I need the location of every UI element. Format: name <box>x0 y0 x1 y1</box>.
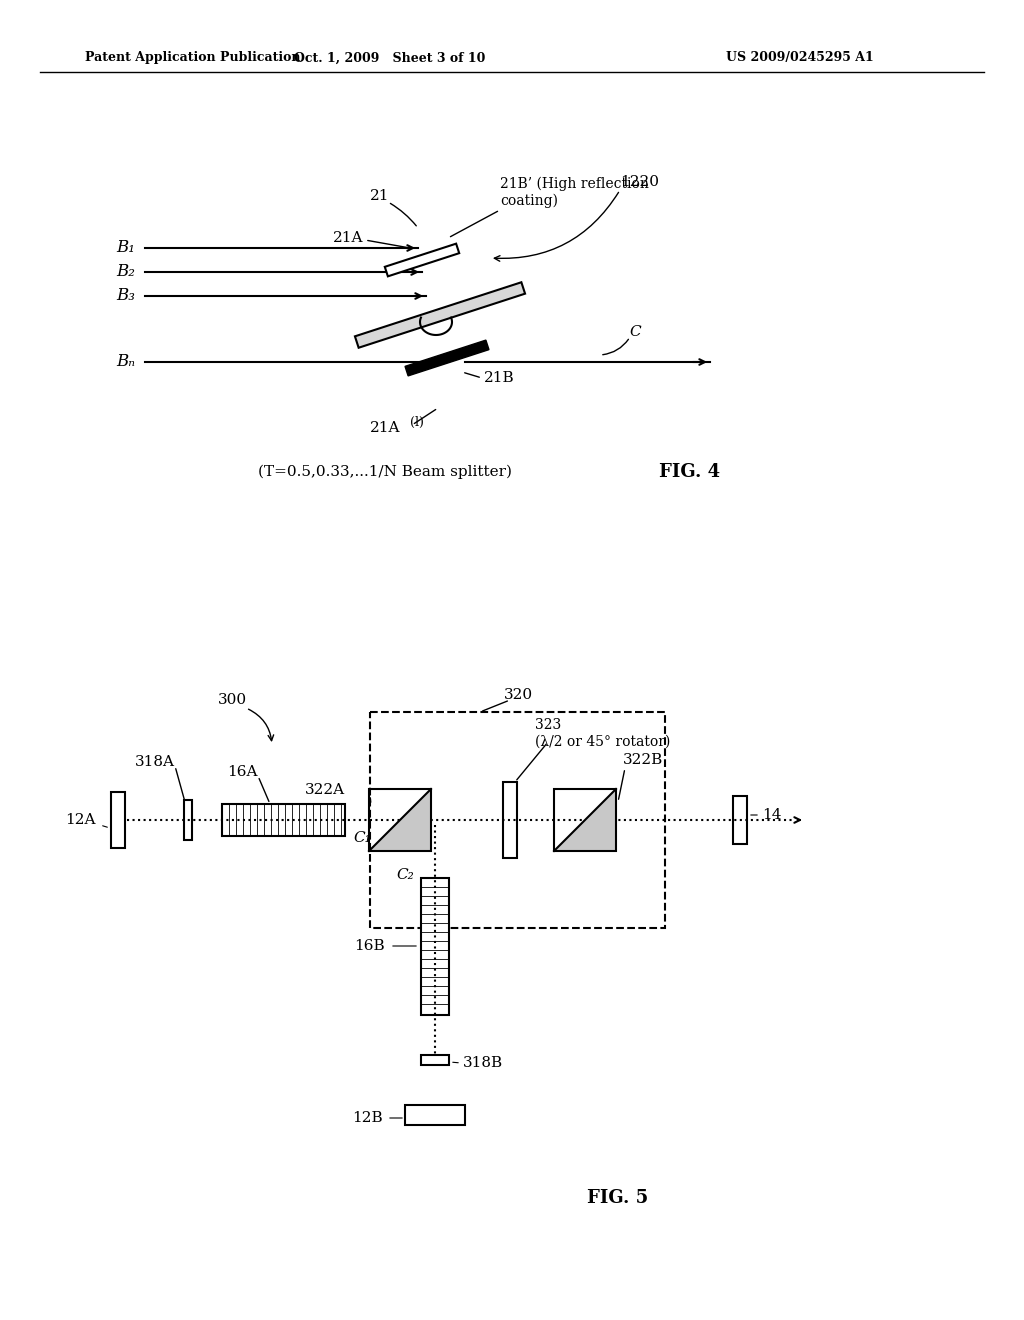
Text: 318B: 318B <box>463 1056 503 1071</box>
Bar <box>421 1055 449 1065</box>
Text: 12B: 12B <box>352 1111 383 1125</box>
Text: B₂: B₂ <box>116 264 135 281</box>
Bar <box>370 711 665 928</box>
Text: 21B: 21B <box>484 371 515 385</box>
Text: 14: 14 <box>762 808 781 822</box>
Text: 318A: 318A <box>135 755 175 770</box>
Text: US 2009/0245295 A1: US 2009/0245295 A1 <box>726 51 873 65</box>
Polygon shape <box>406 341 489 376</box>
Bar <box>369 789 431 851</box>
Text: 323
(λ/2 or 45° rotator): 323 (λ/2 or 45° rotator) <box>535 718 671 748</box>
Bar <box>421 878 449 1015</box>
Text: 1220: 1220 <box>621 176 659 189</box>
Bar <box>184 800 193 840</box>
Text: (T=0.5,0.33,...1/N Beam splitter): (T=0.5,0.33,...1/N Beam splitter) <box>258 465 512 479</box>
Text: 21A: 21A <box>370 421 400 436</box>
Text: Bₙ: Bₙ <box>116 354 135 371</box>
Text: (l): (l) <box>410 416 424 429</box>
Polygon shape <box>554 789 616 851</box>
Text: 320: 320 <box>504 688 532 702</box>
Text: 300: 300 <box>217 693 247 708</box>
Text: FIG. 5: FIG. 5 <box>588 1189 648 1206</box>
Text: Patent Application Publication: Patent Application Publication <box>85 51 300 65</box>
Text: C₁: C₁ <box>353 832 371 845</box>
Text: 16A: 16A <box>227 766 258 779</box>
Text: Oct. 1, 2009   Sheet 3 of 10: Oct. 1, 2009 Sheet 3 of 10 <box>294 51 485 65</box>
Text: 21B’ (High reflection
coating): 21B’ (High reflection coating) <box>500 177 649 207</box>
Text: 12A: 12A <box>66 813 96 828</box>
Text: 16B: 16B <box>354 939 385 953</box>
Polygon shape <box>385 244 459 276</box>
Text: B₃: B₃ <box>116 288 135 305</box>
Bar <box>733 796 746 843</box>
Text: B₁: B₁ <box>116 239 135 256</box>
Polygon shape <box>369 789 431 851</box>
Polygon shape <box>355 282 525 347</box>
Bar <box>503 781 517 858</box>
Text: FIG. 4: FIG. 4 <box>659 463 721 480</box>
Text: 322A: 322A <box>305 783 345 797</box>
Bar <box>111 792 125 847</box>
Text: 21: 21 <box>371 189 390 203</box>
Text: 21A: 21A <box>333 231 364 246</box>
Bar <box>554 789 616 851</box>
Text: C₂: C₂ <box>396 869 414 882</box>
Text: C: C <box>629 325 641 339</box>
Bar <box>222 804 345 836</box>
Text: 322B: 322B <box>623 752 664 767</box>
Bar <box>406 1105 465 1125</box>
